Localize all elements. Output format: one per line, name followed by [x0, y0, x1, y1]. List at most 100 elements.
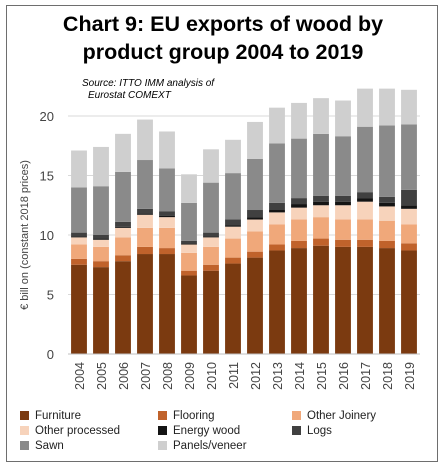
- x-tick-label: 2014: [293, 362, 307, 390]
- y-tick-label: 15: [40, 169, 54, 184]
- legend-swatch: [20, 426, 29, 435]
- bar-segment-furniture: [181, 275, 197, 354]
- bar-segment-logs: [225, 219, 241, 226]
- bar-segment-panels-veneer: [247, 121, 263, 159]
- bar-segment-furniture: [247, 257, 263, 354]
- bar-segment-furniture: [203, 270, 219, 354]
- legend-swatch: [158, 411, 167, 420]
- bar-segment-logs: [401, 189, 417, 206]
- bar-segment-furniture: [71, 264, 87, 354]
- x-tick-label: 2010: [205, 362, 219, 390]
- chart-title-line-1: Chart 9: EU exports of wood by: [62, 12, 384, 36]
- bar-segment-energy-wood: [357, 198, 373, 202]
- x-tick-label: 2012: [249, 362, 263, 390]
- bar-segment-panels-veneer: [269, 107, 285, 144]
- bar-segment-other-processed: [159, 217, 175, 228]
- x-tick-label: 2018: [381, 362, 395, 390]
- bar-segment-furniture: [93, 267, 109, 354]
- bar-segment-panels-veneer: [313, 98, 329, 134]
- bar-segment-energy-wood: [137, 213, 153, 215]
- bar-segment-energy-wood: [335, 201, 351, 206]
- bar-segment-energy-wood: [71, 236, 87, 238]
- bar-segment-logs: [269, 202, 285, 211]
- bar-segment-other-joinery: [137, 227, 153, 247]
- bar-segment-flooring: [313, 238, 329, 246]
- bar-segment-furniture: [159, 254, 175, 354]
- bar-segment-other-joinery: [181, 252, 197, 271]
- legend-swatch: [158, 441, 167, 450]
- bar-segment-energy-wood: [225, 225, 241, 227]
- legend-swatch: [20, 441, 29, 450]
- bar-segment-panels-veneer: [335, 100, 351, 137]
- y-tick-label: 10: [40, 228, 54, 243]
- bar-segment-other-joinery: [269, 224, 285, 245]
- legend-label: Other Joinery: [307, 409, 377, 422]
- bar-segment-other-processed: [379, 206, 395, 221]
- bar-segment-other-joinery: [401, 224, 417, 244]
- legend-label: Other processed: [35, 424, 121, 437]
- bar-segment-other-processed: [93, 239, 109, 247]
- legend-label: Flooring: [173, 409, 215, 422]
- bar-segment-other-processed: [225, 226, 241, 239]
- bar-segment-logs: [203, 232, 219, 237]
- legend-item-other-processed: Other processed: [20, 423, 120, 438]
- legend-item-furniture: Furniture: [20, 408, 81, 423]
- x-tick-label: 2006: [117, 362, 131, 390]
- bar-segment-logs: [93, 235, 109, 239]
- bar-segment-other-processed: [269, 212, 285, 225]
- y-tick-label: 20: [40, 109, 54, 124]
- legend-label: Energy wood: [173, 424, 241, 437]
- x-tick-label: 2017: [359, 362, 373, 390]
- bar-segment-panels-veneer: [137, 119, 153, 161]
- bar-segment-flooring: [115, 255, 131, 262]
- bar-segment-other-processed: [247, 219, 263, 232]
- bar-segment-sawn: [335, 136, 351, 196]
- bar-segment-other-processed: [181, 244, 197, 253]
- legend-item-energy-wood: Energy wood: [158, 423, 240, 438]
- source-line-1: Source: ITTO IMM analysis of: [82, 78, 215, 89]
- bar-segment-flooring: [93, 261, 109, 268]
- bar-segment-energy-wood: [203, 236, 219, 238]
- bar-segment-sawn: [313, 133, 329, 196]
- legend-swatch: [158, 426, 167, 435]
- bar-segment-sawn: [247, 158, 263, 211]
- bar-segment-furniture: [269, 250, 285, 354]
- legend-swatch: [292, 411, 301, 420]
- bar-segment-flooring: [159, 248, 175, 255]
- legend-item-sawn: Sawn: [20, 438, 64, 453]
- bar-segment-other-joinery: [115, 237, 131, 256]
- bar-segment-furniture: [291, 248, 307, 354]
- bar-segment-furniture: [137, 254, 153, 354]
- x-tick-label: 2008: [161, 362, 175, 390]
- bar-segment-panels-veneer: [203, 149, 219, 183]
- bar-segment-flooring: [401, 243, 417, 251]
- bar-segment-flooring: [379, 240, 395, 249]
- chart-source-note: Source: ITTO IMM analysis of Eurostat CO…: [82, 78, 302, 102]
- legend-item-flooring: Flooring: [158, 408, 215, 423]
- bar-segment-sawn: [291, 138, 307, 199]
- bar-segment-furniture: [357, 246, 373, 354]
- x-tick-label: 2005: [95, 362, 109, 390]
- x-tick-label: 2009: [183, 362, 197, 390]
- bar-segment-other-joinery: [379, 220, 395, 241]
- legend-label: Logs: [307, 424, 332, 437]
- bar-segment-sawn: [137, 160, 153, 209]
- source-line-2: Eurostat COMEXT: [88, 90, 171, 101]
- bar-segment-sawn: [379, 125, 395, 197]
- bar-segment-logs: [313, 195, 329, 202]
- x-tick-label: 2019: [403, 362, 417, 390]
- bar-segment-flooring: [247, 251, 263, 258]
- bar-segment-energy-wood: [93, 238, 109, 240]
- legend-label: Sawn: [35, 439, 64, 452]
- bar-segment-other-processed: [291, 207, 307, 220]
- bar-segment-energy-wood: [313, 201, 329, 206]
- bar-segment-panels-veneer: [181, 174, 197, 203]
- bar-segment-other-joinery: [247, 231, 263, 252]
- bar-segment-logs: [291, 198, 307, 205]
- bar-segment-other-joinery: [159, 227, 175, 249]
- bar-segment-flooring: [203, 264, 219, 271]
- bar-segment-panels-veneer: [159, 131, 175, 169]
- bar-segment-logs: [335, 195, 351, 202]
- bar-segment-furniture: [115, 261, 131, 354]
